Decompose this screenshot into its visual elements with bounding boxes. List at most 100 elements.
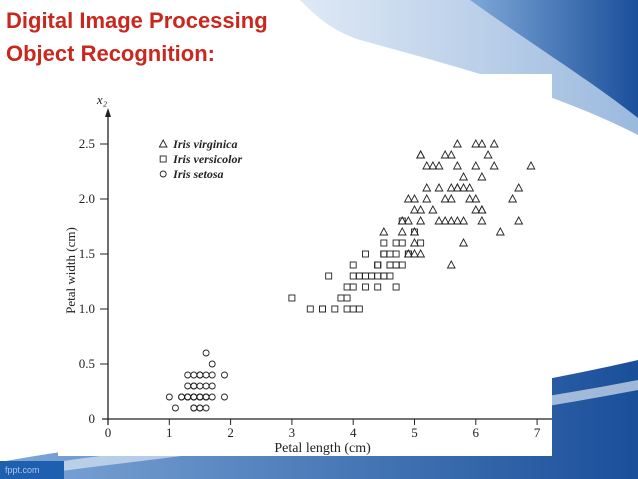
- circle-point: [202, 393, 210, 401]
- x-tick-label: 0: [105, 425, 112, 440]
- y-tick-label: 0.5: [79, 356, 95, 371]
- triangle-point: [416, 249, 426, 258]
- square-point: [380, 250, 388, 258]
- triangle-point: [526, 161, 536, 170]
- circle-point: [221, 393, 228, 401]
- triangle-point: [428, 205, 438, 214]
- triangle-point: [446, 194, 456, 203]
- square-point: [343, 305, 351, 313]
- triangle-point: [471, 161, 481, 170]
- triangle-point: [452, 216, 462, 225]
- circle-point: [196, 393, 204, 401]
- square-point: [386, 261, 394, 269]
- square-point: [306, 305, 314, 313]
- triangle-point: [495, 227, 505, 236]
- triangle-point: [416, 150, 426, 159]
- square-point: [398, 217, 406, 225]
- triangle-point: [416, 216, 426, 225]
- square-point: [374, 272, 382, 280]
- triangle-point: [422, 183, 432, 192]
- square-point: [398, 261, 406, 269]
- square-point: [404, 250, 412, 258]
- triangle-point: [471, 205, 481, 214]
- circle-point: [196, 371, 204, 379]
- square-point: [386, 261, 394, 269]
- triangle-point: [416, 205, 426, 214]
- circle-point: [190, 404, 198, 412]
- triangle-point: [446, 216, 456, 225]
- triangle-point: [514, 216, 524, 225]
- legend-square-marker: [159, 155, 167, 163]
- circle-point: [208, 393, 216, 401]
- square-point: [362, 272, 369, 280]
- triangle-point: [434, 183, 444, 192]
- x-tick-label: 2: [227, 425, 234, 440]
- circle-point: [202, 349, 210, 357]
- triangle-point: [403, 194, 413, 203]
- square-point: [319, 305, 326, 313]
- y-tick-label: 1.5: [79, 246, 95, 261]
- triangle-point: [514, 183, 524, 192]
- y-tick-label: 2.5: [79, 136, 95, 151]
- circle-point: [184, 371, 192, 379]
- square-point: [362, 272, 369, 280]
- triangle-point: [452, 139, 462, 148]
- triangle-point: [409, 205, 420, 214]
- y-tick-label-zero: 0: [89, 411, 96, 426]
- triangle-point: [397, 227, 407, 236]
- y-axis-arrow: [105, 108, 111, 117]
- square-point: [392, 250, 400, 258]
- triangle-point: [446, 183, 456, 192]
- triangle-point: [416, 150, 426, 159]
- triangle-point: [458, 216, 469, 225]
- triangle-point: [477, 139, 487, 148]
- circle-point: [171, 404, 179, 412]
- circle-point: [165, 393, 173, 401]
- circle-point: [190, 393, 198, 401]
- square-point: [362, 283, 369, 291]
- slide-title-line-2: Object Recognition:: [6, 41, 215, 66]
- circle-point: [221, 371, 228, 379]
- y-tick-label: 1.0: [79, 301, 95, 316]
- square-point: [386, 272, 394, 280]
- x-tick-label: 3: [289, 425, 296, 440]
- square-point: [343, 294, 351, 302]
- triangle-point: [434, 161, 444, 170]
- square-point: [374, 261, 382, 269]
- triangle-point: [379, 227, 389, 236]
- circle-point: [178, 393, 186, 401]
- circle-point: [208, 360, 216, 368]
- x-tick-label: 1: [166, 425, 173, 440]
- square-point: [411, 228, 418, 236]
- triangle-point: [434, 216, 444, 225]
- square-point: [374, 283, 382, 291]
- square-point: [417, 239, 425, 247]
- triangle-point: [446, 260, 456, 269]
- circle-point: [202, 404, 210, 412]
- triangle-point: [409, 238, 420, 247]
- square-point: [398, 239, 406, 247]
- legend-label: Iris setosa: [172, 167, 223, 181]
- triangle-point: [440, 150, 450, 159]
- triangle-point: [403, 216, 413, 225]
- triangle-point: [452, 183, 462, 192]
- triangle-point: [458, 238, 469, 247]
- square-point: [343, 283, 351, 291]
- triangle-point: [422, 161, 432, 170]
- triangle-point: [428, 161, 438, 170]
- triangle-point: [483, 150, 493, 159]
- slide-title-line-1: Digital Image Processing: [6, 8, 268, 33]
- y-tick-label: 2.0: [79, 191, 95, 206]
- square-point: [380, 250, 388, 258]
- circle-point: [190, 371, 198, 379]
- x-tick-label: 6: [473, 425, 480, 440]
- square-point: [368, 272, 376, 280]
- triangle-point: [465, 183, 475, 192]
- x-tick-label: 5: [411, 425, 418, 440]
- square-point: [325, 272, 333, 280]
- triangle-point: [477, 205, 487, 214]
- triangle-point: [471, 194, 481, 203]
- square-point: [392, 261, 400, 269]
- square-point: [349, 261, 357, 269]
- square-point: [374, 261, 382, 269]
